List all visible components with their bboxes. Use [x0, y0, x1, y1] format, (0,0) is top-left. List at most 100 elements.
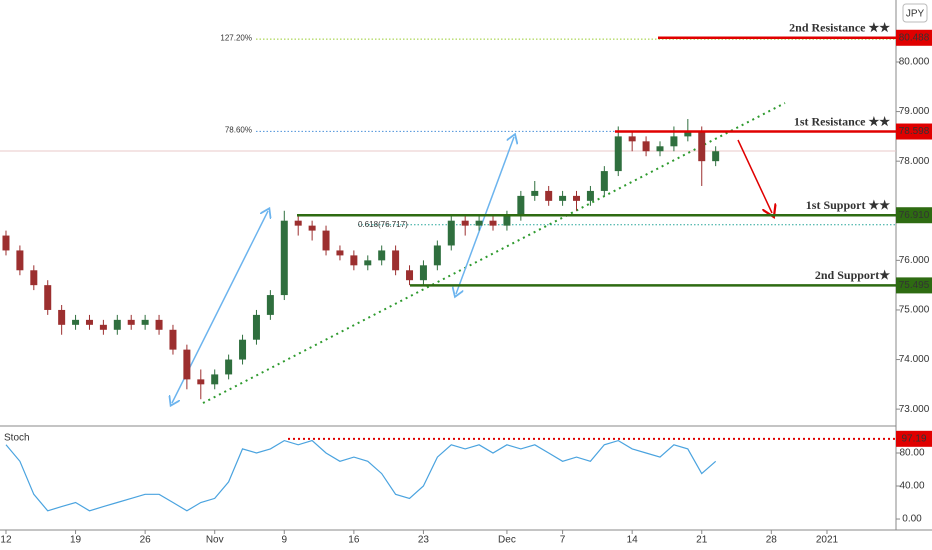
trendline	[202, 102, 786, 404]
x-tick-label: 23	[418, 535, 430, 546]
stoch-line	[5, 439, 717, 512]
candle-body	[30, 270, 38, 286]
candle-body	[280, 220, 288, 296]
fib-label: 0.618(76.717)	[358, 220, 408, 229]
fib-label: 78.60%	[225, 126, 252, 135]
candle-body	[517, 195, 525, 216]
currency-box[interactable]	[902, 3, 928, 23]
level-name: 2nd Resistance ★★	[789, 21, 890, 35]
candle-body	[670, 136, 678, 147]
price-tag	[896, 123, 932, 140]
candle-body	[378, 250, 386, 261]
candle-body	[392, 250, 400, 271]
x-tick-label: 7	[560, 535, 566, 546]
indicator-label: Stoch	[4, 433, 30, 444]
candle-body	[503, 215, 511, 226]
candle-body	[712, 151, 720, 162]
y-tick-label: 78.000	[899, 156, 930, 167]
candle-body	[58, 309, 66, 325]
level-name: 2nd Support★	[815, 268, 890, 282]
candle-body	[586, 190, 594, 201]
candle-body	[44, 285, 52, 310]
candle-body	[99, 324, 107, 330]
x-tick-label: Nov	[206, 535, 224, 546]
candle-body	[628, 136, 636, 142]
price-tag	[896, 29, 932, 46]
fib-label: 127.20%	[220, 33, 252, 42]
x-tick-label: 16	[348, 535, 360, 546]
price-tag	[896, 207, 932, 224]
candle-body	[447, 220, 455, 246]
x-tick-label: 2021	[816, 535, 839, 546]
x-tick-label: Dec	[498, 535, 516, 546]
candle-body	[698, 131, 706, 162]
price-tag	[896, 430, 932, 447]
x-tick-label: 26	[140, 535, 152, 546]
candle-body	[350, 255, 358, 266]
candle-body	[614, 136, 622, 172]
price-tag-label: 78.598	[899, 126, 930, 137]
x-tick-label: 28	[766, 535, 778, 546]
candle-body	[475, 220, 483, 226]
y2-tick-label: 0.00	[902, 514, 922, 525]
candle-body	[16, 250, 24, 271]
candle-body	[322, 230, 330, 251]
y2-tick-label: 80.00	[899, 448, 924, 459]
candle-body	[294, 220, 302, 226]
candle-body	[225, 359, 233, 375]
y-tick-label: 80.000	[899, 57, 930, 68]
y-tick-label: 73.000	[899, 404, 930, 415]
candle-body	[364, 260, 372, 266]
y-tick-label: 79.000	[899, 106, 930, 117]
candle-body	[197, 379, 205, 385]
candle-body	[113, 319, 121, 330]
y-tick-label: 75.000	[899, 305, 930, 316]
candle-body	[266, 295, 274, 315]
candle-body	[489, 220, 497, 226]
candle-body	[600, 171, 608, 191]
candle-body	[141, 319, 149, 325]
candle-body	[169, 329, 177, 350]
x-tick-label: 9	[282, 535, 288, 546]
x-tick-label: 19	[70, 535, 82, 546]
candle-body	[127, 319, 135, 325]
x-tick-label: 12	[0, 535, 12, 546]
price-tag-label: 80.488	[899, 32, 930, 43]
candle-body	[531, 190, 539, 196]
level-name: 1st Resistance ★★	[794, 114, 890, 128]
candle-body	[239, 339, 247, 360]
x-tick-label: 14	[627, 535, 639, 546]
candle-body	[559, 195, 567, 201]
candle-body	[642, 141, 650, 152]
candle-body	[183, 349, 191, 380]
level-name: 1st Support ★★	[806, 198, 890, 212]
candle-body	[308, 225, 316, 231]
candle-body	[85, 319, 93, 325]
candle-body	[684, 131, 692, 137]
projection-arrow	[737, 139, 772, 213]
price-tag	[896, 277, 932, 294]
candle-body	[72, 319, 80, 325]
candle-body	[252, 314, 260, 340]
price-tag-label: 76.910	[899, 210, 930, 221]
candle-body	[461, 220, 469, 226]
candle-body	[155, 319, 163, 330]
candle-body	[406, 270, 414, 281]
y-tick-label: 74.000	[899, 354, 930, 365]
y2-tick-label: 40.00	[899, 481, 924, 492]
price-tag-label: 97.19	[901, 433, 926, 444]
candle-body	[2, 235, 10, 251]
candle-body	[433, 245, 441, 266]
price-tag-label: 75.495	[899, 280, 930, 291]
candle-body	[573, 195, 581, 201]
currency-label: JPY	[906, 9, 925, 20]
candle-body	[336, 250, 344, 256]
candle-body	[545, 190, 553, 201]
candle-body	[656, 146, 664, 152]
candle-body	[419, 265, 427, 281]
x-tick-label: 21	[696, 535, 708, 546]
candle-body	[211, 374, 219, 385]
y-tick-label: 76.000	[899, 255, 930, 266]
